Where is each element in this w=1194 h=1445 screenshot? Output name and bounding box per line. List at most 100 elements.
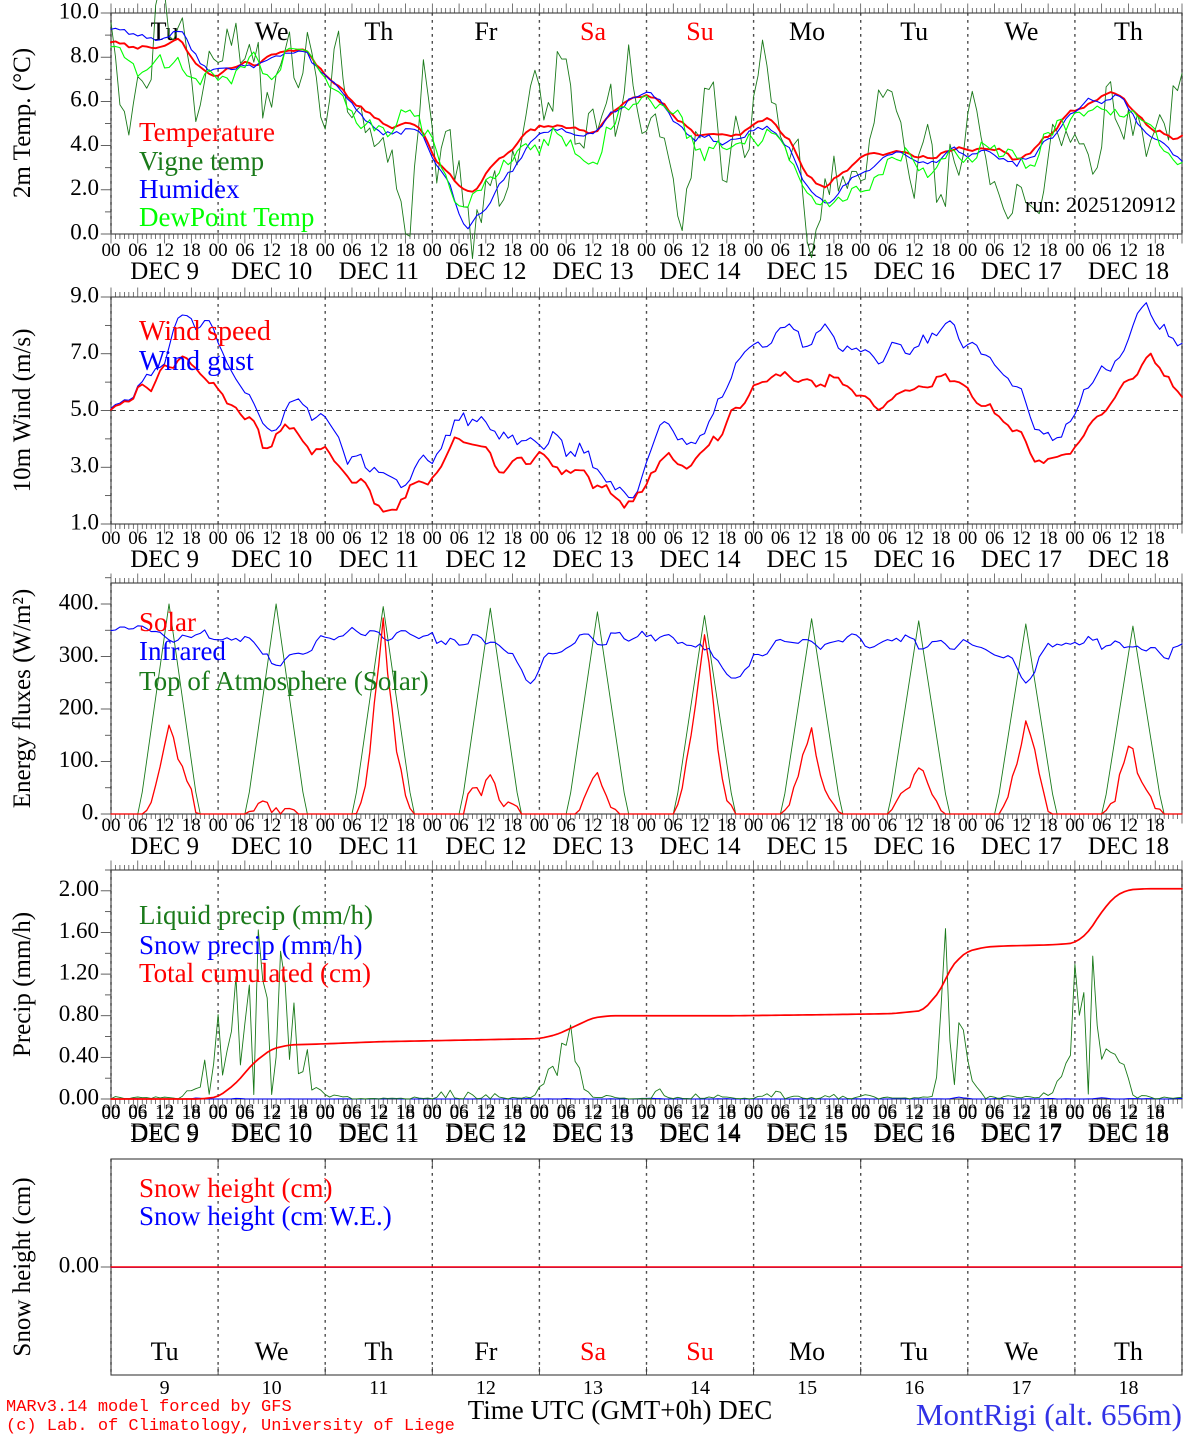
svg-text:1.0: 1.0 <box>70 509 99 534</box>
svg-text:00: 00 <box>102 240 121 261</box>
svg-text:(c) Lab. of Climatology, Unive: (c) Lab. of Climatology, University of L… <box>6 1417 455 1436</box>
svg-text:Snow precip (mm/h): Snow precip (mm/h) <box>139 930 362 960</box>
svg-text:00: 00 <box>1065 240 1084 261</box>
svg-text:Energy fluxes (W/m²): Energy fluxes (W/m²) <box>9 589 36 808</box>
svg-text:Th: Th <box>364 1337 393 1366</box>
svg-text:00: 00 <box>316 815 335 836</box>
svg-text:Fr: Fr <box>474 1337 497 1366</box>
svg-text:Th: Th <box>1114 1337 1143 1366</box>
svg-text:00: 00 <box>637 815 656 836</box>
svg-text:DEC 13: DEC 13 <box>552 258 633 285</box>
svg-text:Tu: Tu <box>900 1337 928 1366</box>
svg-text:Vigne temp: Vigne temp <box>139 146 264 176</box>
svg-text:DEC 17: DEC 17 <box>981 1119 1062 1146</box>
svg-text:00: 00 <box>423 815 442 836</box>
svg-text:Snow height (cm): Snow height (cm) <box>139 1173 332 1203</box>
svg-text:DEC 12: DEC 12 <box>445 833 526 860</box>
svg-text:DEC 13: DEC 13 <box>552 1119 633 1146</box>
svg-text:DewPoint Temp: DewPoint Temp <box>139 202 314 232</box>
svg-text:4.0: 4.0 <box>70 131 99 156</box>
svg-text:5.0: 5.0 <box>70 396 99 421</box>
svg-text:3.0: 3.0 <box>70 452 99 477</box>
svg-text:DEC 18: DEC 18 <box>1088 1119 1169 1146</box>
svg-text:00: 00 <box>637 240 656 261</box>
svg-text:00: 00 <box>744 815 763 836</box>
svg-text:2.0: 2.0 <box>70 175 99 200</box>
svg-text:00: 00 <box>530 1101 549 1122</box>
svg-text:DEC 14: DEC 14 <box>659 1119 741 1146</box>
svg-text:Su: Su <box>686 1337 713 1366</box>
svg-text:00: 00 <box>637 1101 656 1122</box>
svg-text:00: 00 <box>316 1101 335 1122</box>
svg-text:DEC 17: DEC 17 <box>981 833 1062 860</box>
svg-text:Th: Th <box>364 17 393 46</box>
svg-text:We: We <box>255 1337 289 1366</box>
svg-text:DEC 13: DEC 13 <box>552 833 633 860</box>
svg-text:DEC 17: DEC 17 <box>981 258 1062 285</box>
svg-text:DEC 10: DEC 10 <box>231 258 312 285</box>
svg-text:0.: 0. <box>82 799 99 824</box>
svg-text:0.40: 0.40 <box>59 1043 99 1068</box>
svg-text:DEC 11: DEC 11 <box>339 546 419 573</box>
svg-text:Mo: Mo <box>789 1337 825 1366</box>
svg-text:DEC 11: DEC 11 <box>339 258 419 285</box>
svg-text:Mo: Mo <box>789 17 825 46</box>
svg-text:run: 2025120912: run: 2025120912 <box>1025 192 1176 217</box>
svg-text:00: 00 <box>1065 1101 1084 1122</box>
svg-text:100.: 100. <box>59 747 99 772</box>
svg-text:Snow height (cm W.E.): Snow height (cm W.E.) <box>139 1201 392 1231</box>
svg-text:00: 00 <box>851 240 870 261</box>
svg-text:Wind speed: Wind speed <box>139 316 271 347</box>
svg-text:DEC 17: DEC 17 <box>981 546 1062 573</box>
svg-text:00: 00 <box>102 815 121 836</box>
svg-text:16: 16 <box>904 1377 924 1399</box>
svg-text:Snow height (cm): Snow height (cm) <box>9 1177 36 1356</box>
svg-text:00: 00 <box>958 528 977 549</box>
svg-text:6.0: 6.0 <box>70 87 99 112</box>
svg-text:00: 00 <box>744 528 763 549</box>
svg-text:00: 00 <box>530 815 549 836</box>
svg-text:Sa: Sa <box>580 1337 606 1366</box>
svg-text:00: 00 <box>209 1101 228 1122</box>
svg-text:We: We <box>1004 1337 1038 1366</box>
svg-text:Th: Th <box>1114 17 1143 46</box>
svg-text:DEC 14: DEC 14 <box>659 258 741 285</box>
svg-text:400.: 400. <box>59 589 99 614</box>
svg-text:DEC 16: DEC 16 <box>874 258 955 285</box>
svg-text:00: 00 <box>744 1101 763 1122</box>
svg-text:00: 00 <box>209 815 228 836</box>
svg-text:Total cumulated (cm): Total cumulated (cm) <box>139 958 371 988</box>
svg-text:10m Wind (m/s): 10m Wind (m/s) <box>9 329 36 493</box>
svg-text:Solar: Solar <box>139 607 196 637</box>
svg-text:00: 00 <box>958 815 977 836</box>
svg-text:00: 00 <box>423 528 442 549</box>
svg-text:Wind gust: Wind gust <box>139 346 254 377</box>
svg-text:Tu: Tu <box>900 17 928 46</box>
svg-text:00: 00 <box>851 815 870 836</box>
svg-text:2m Temp. (°C): 2m Temp. (°C) <box>9 48 36 198</box>
svg-text:18: 18 <box>1119 1377 1139 1399</box>
svg-text:Time UTC (GMT+0h) DEC: Time UTC (GMT+0h) DEC <box>468 1395 773 1425</box>
svg-text:00: 00 <box>530 240 549 261</box>
svg-text:00: 00 <box>209 240 228 261</box>
svg-text:DEC 9: DEC 9 <box>130 1119 199 1146</box>
svg-text:00: 00 <box>958 240 977 261</box>
svg-text:Fr: Fr <box>474 17 497 46</box>
svg-text:00: 00 <box>423 240 442 261</box>
svg-text:Su: Su <box>686 17 713 46</box>
svg-text:DEC 9: DEC 9 <box>130 258 199 285</box>
svg-text:00: 00 <box>1065 815 1084 836</box>
svg-text:We: We <box>255 17 289 46</box>
svg-text:00: 00 <box>316 240 335 261</box>
svg-text:300.: 300. <box>59 642 99 667</box>
svg-text:DEC 12: DEC 12 <box>445 258 526 285</box>
svg-text:DEC 12: DEC 12 <box>445 1119 526 1146</box>
svg-text:MontRigi (alt. 656m): MontRigi (alt. 656m) <box>916 1397 1182 1432</box>
svg-text:DEC 10: DEC 10 <box>231 833 312 860</box>
svg-text:DEC 15: DEC 15 <box>766 833 847 860</box>
svg-text:Top of Atmosphere (Solar): Top of Atmosphere (Solar) <box>139 666 429 696</box>
svg-text:0.0: 0.0 <box>70 219 99 244</box>
svg-text:00: 00 <box>744 240 763 261</box>
svg-text:DEC 16: DEC 16 <box>874 833 955 860</box>
svg-text:2.00: 2.00 <box>59 876 99 901</box>
